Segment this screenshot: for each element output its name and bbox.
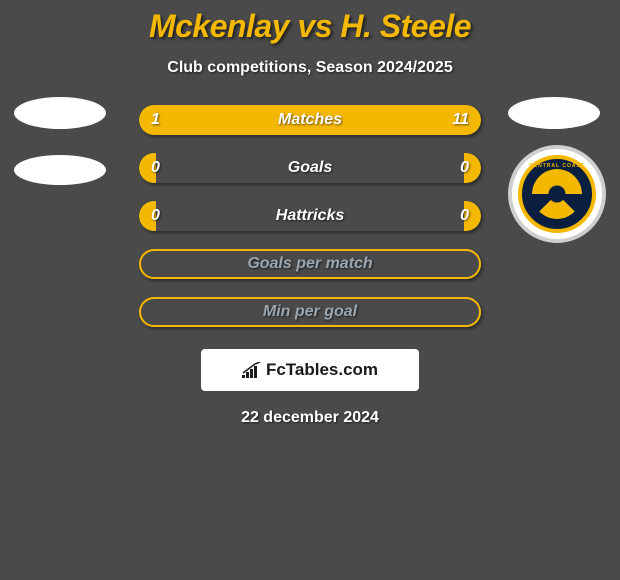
stat-label: Min per goal bbox=[263, 303, 357, 321]
watermark-text: FcTables.com bbox=[266, 360, 378, 380]
country-flag-icon bbox=[14, 97, 106, 129]
stat-bars: 1 Matches 11 0 Goals 0 0 Hattricks 0 bbox=[139, 105, 481, 327]
stat-left-value: 0 bbox=[151, 159, 160, 177]
country-flag-icon bbox=[508, 97, 600, 129]
comparison-card: Mckenlay vs H. Steele Club competitions,… bbox=[0, 0, 620, 427]
stat-label: Goals per match bbox=[247, 255, 372, 273]
club-flag-icon bbox=[14, 155, 106, 185]
stat-bar-hattricks: 0 Hattricks 0 bbox=[139, 201, 481, 231]
stat-bar-matches: 1 Matches 11 bbox=[139, 105, 481, 135]
stat-right-value: 11 bbox=[452, 111, 469, 129]
page-title: Mckenlay vs H. Steele bbox=[149, 8, 471, 45]
watermark: FcTables.com bbox=[201, 349, 419, 391]
right-flags: CENTRAL COAST bbox=[508, 97, 606, 243]
stat-bar-min-per-goal: Min per goal bbox=[139, 297, 481, 327]
stat-label: Hattricks bbox=[276, 207, 344, 225]
date-text: 22 december 2024 bbox=[241, 409, 379, 427]
stats-area: CENTRAL COAST 1 Matches 11 0 Goals 0 bbox=[0, 105, 620, 327]
stat-label: Goals bbox=[288, 159, 332, 177]
chart-icon bbox=[242, 362, 262, 378]
left-flags bbox=[14, 97, 106, 185]
club-badge-inner: CENTRAL COAST bbox=[518, 155, 596, 233]
stat-left-value: 0 bbox=[151, 207, 160, 225]
wave-icon bbox=[532, 169, 582, 219]
stat-bar-goals-per-match: Goals per match bbox=[139, 249, 481, 279]
stat-label: Matches bbox=[278, 111, 342, 129]
stat-left-value: 1 bbox=[151, 111, 160, 129]
club-badge: CENTRAL COAST bbox=[508, 145, 606, 243]
stat-bar-goals: 0 Goals 0 bbox=[139, 153, 481, 183]
stat-right-value: 0 bbox=[460, 159, 469, 177]
stat-right-value: 0 bbox=[460, 207, 469, 225]
subtitle: Club competitions, Season 2024/2025 bbox=[167, 59, 452, 77]
